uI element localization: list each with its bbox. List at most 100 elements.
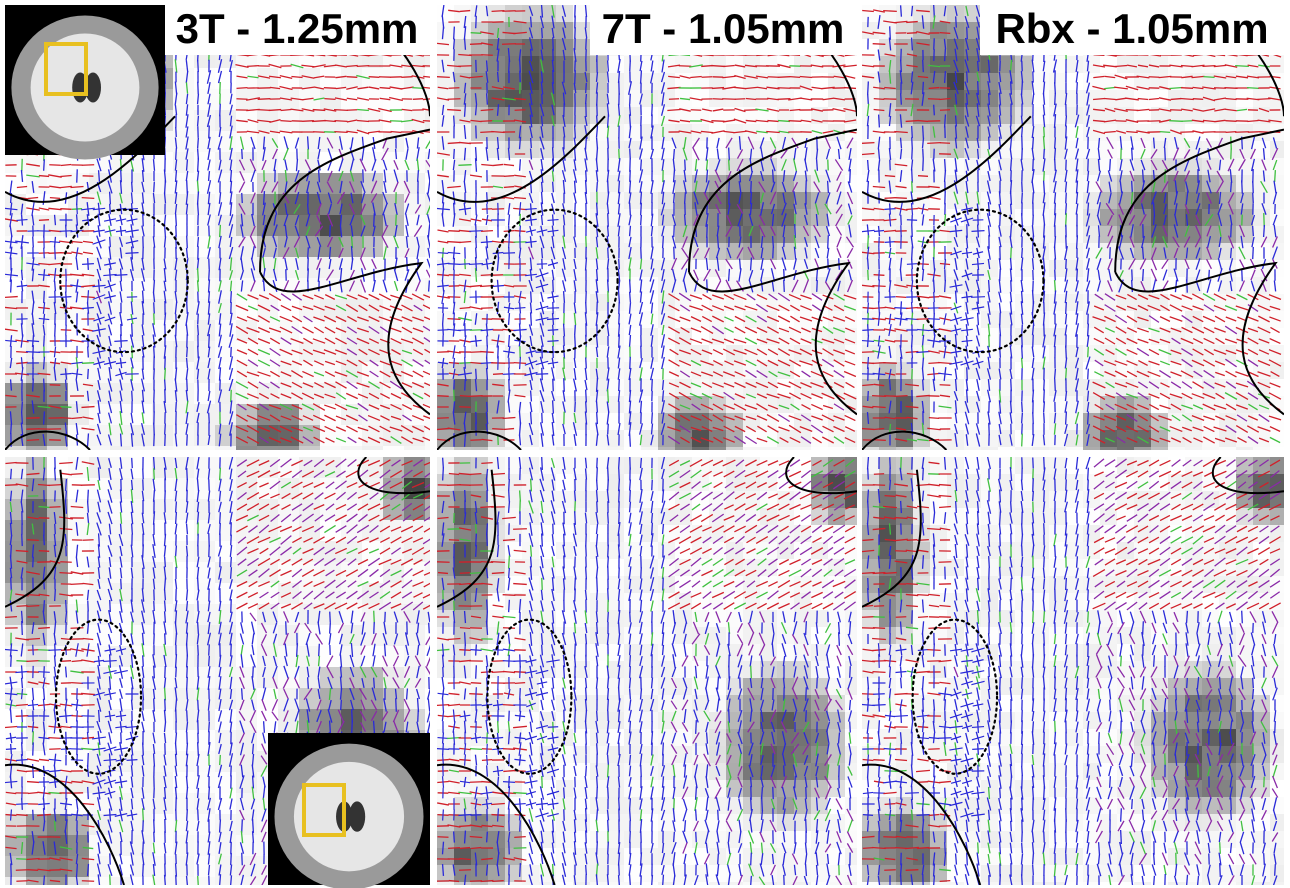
voxel <box>299 152 320 173</box>
voxel <box>215 404 236 425</box>
fiber-glyph <box>82 198 95 199</box>
voxel <box>488 22 505 39</box>
voxel <box>1100 345 1117 362</box>
voxel <box>777 226 794 243</box>
fiber-glyph <box>88 369 89 379</box>
voxel <box>930 379 947 396</box>
voxel <box>607 379 624 396</box>
voxel <box>896 158 913 175</box>
voxel <box>862 22 879 39</box>
fiber-glyph <box>536 374 548 375</box>
voxel <box>641 192 658 209</box>
fiber-glyph <box>547 220 558 221</box>
voxel <box>590 379 607 396</box>
voxel <box>437 396 454 413</box>
voxel <box>437 226 454 243</box>
fiber-glyph <box>247 66 259 67</box>
voxel <box>362 215 383 236</box>
fiber-glyph <box>60 418 71 419</box>
voxel <box>862 226 879 243</box>
voxel <box>811 141 828 158</box>
fiber-glyph <box>258 110 271 111</box>
voxel <box>607 56 624 73</box>
fiber-glyph <box>817 280 818 292</box>
voxel <box>607 158 624 175</box>
voxel <box>811 277 828 294</box>
voxel <box>454 379 471 396</box>
voxel <box>1168 362 1185 379</box>
fiber-glyph <box>487 93 488 104</box>
voxel <box>658 243 675 260</box>
voxel <box>1015 56 1032 73</box>
voxel <box>862 379 879 396</box>
voxel <box>896 243 913 260</box>
fiber-glyph <box>77 204 78 214</box>
fiber-glyph <box>187 379 188 391</box>
voxel <box>131 152 152 173</box>
fiber-glyph <box>476 16 477 29</box>
voxel <box>1066 73 1083 90</box>
fiber-glyph <box>237 88 248 89</box>
voxel <box>811 175 828 192</box>
voxel <box>488 379 505 396</box>
fiber-glyph <box>198 191 199 204</box>
voxel <box>624 90 641 107</box>
fiber-glyph <box>608 279 609 292</box>
voxel <box>278 215 299 236</box>
fiber-glyph <box>319 170 320 183</box>
voxel <box>215 89 236 110</box>
voxel <box>1015 277 1032 294</box>
panel <box>436 4 862 464</box>
fiber-glyph <box>740 258 741 269</box>
fiber-glyph <box>564 225 565 236</box>
voxel <box>913 345 930 362</box>
voxel <box>1049 175 1066 192</box>
voxel <box>1168 56 1185 73</box>
voxel <box>131 278 152 299</box>
fiber-glyph <box>790 77 800 78</box>
fiber-glyph <box>641 203 642 216</box>
voxel <box>590 56 607 73</box>
fiber-glyph <box>198 280 199 291</box>
voxel <box>471 413 488 430</box>
voxel <box>607 124 624 141</box>
fiber-glyph <box>187 236 188 248</box>
voxel <box>641 294 658 311</box>
fiber-glyph <box>454 27 455 40</box>
voxel <box>1015 345 1032 362</box>
voxel <box>1049 362 1066 379</box>
voxel <box>236 152 257 173</box>
fiber-glyph <box>476 248 477 259</box>
fiber-glyph <box>369 77 380 78</box>
fiber-glyph <box>198 138 199 148</box>
fiber-glyph <box>187 434 188 445</box>
fiber-glyph <box>630 292 631 303</box>
voxel <box>794 192 811 209</box>
voxel <box>624 56 641 73</box>
voxel <box>437 345 454 362</box>
voxel <box>236 173 257 194</box>
voxel <box>454 209 471 226</box>
fiber-glyph <box>110 237 111 247</box>
fiber-glyph <box>448 231 459 232</box>
fiber-glyph <box>465 38 466 50</box>
voxel <box>1151 56 1168 73</box>
voxel <box>896 226 913 243</box>
voxel <box>590 90 607 107</box>
voxel <box>454 22 471 39</box>
fiber-glyph <box>4 297 17 298</box>
voxel <box>624 226 641 243</box>
fiber-glyph <box>515 110 526 111</box>
fiber-glyph <box>165 368 166 380</box>
fiber-glyph <box>531 49 532 61</box>
fiber-glyph <box>55 215 56 225</box>
fiber-glyph <box>165 356 166 370</box>
voxel <box>215 320 236 341</box>
fiber-glyph <box>82 363 94 364</box>
voxel <box>692 345 709 362</box>
voxel <box>454 5 471 22</box>
fiber-glyph <box>448 264 460 265</box>
voxel <box>341 68 362 89</box>
voxel <box>131 425 152 446</box>
voxel <box>5 383 26 404</box>
